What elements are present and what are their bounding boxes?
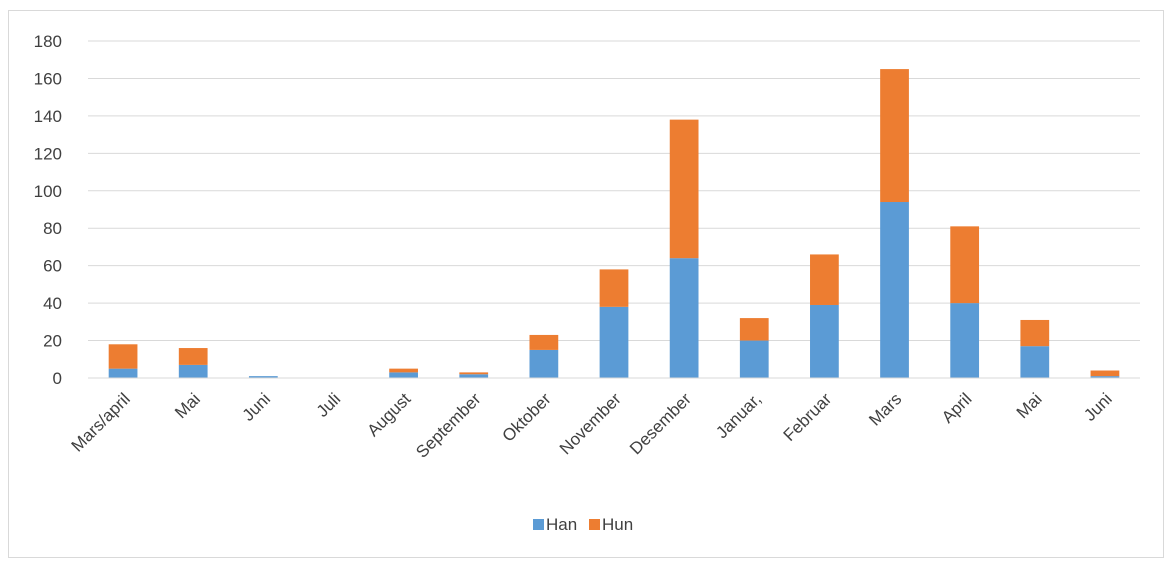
bar-han-9 <box>740 341 769 378</box>
bar-han-12 <box>950 303 979 378</box>
bar-hun-8 <box>670 120 699 259</box>
x-tick-label: Juni <box>239 389 274 424</box>
y-tick-label: 100 <box>34 182 62 201</box>
legend-swatch-hun <box>589 519 600 530</box>
y-axis-ticks: 0 20 40 60 80 100 120 140 160 180 <box>34 32 62 388</box>
bar-han-6 <box>529 350 558 378</box>
x-tick-label: August <box>364 389 415 440</box>
bar-han-0 <box>109 369 138 378</box>
y-tick-label: 120 <box>34 144 62 163</box>
x-tick-label: Januar, <box>712 389 765 442</box>
y-tick-label: 140 <box>34 107 62 126</box>
bar-hun-4 <box>389 369 418 373</box>
x-tick-label: Juli <box>313 389 344 420</box>
bar-hun-13 <box>1020 320 1049 346</box>
bar-hun-11 <box>880 69 909 202</box>
y-tick-label: 0 <box>53 369 62 388</box>
bar-hun-10 <box>810 254 839 305</box>
y-tick-label: 80 <box>43 219 62 238</box>
bar-han-11 <box>880 202 909 378</box>
x-tick-label: Mai <box>171 389 204 422</box>
bar-hun-12 <box>950 226 979 303</box>
x-tick-label: November <box>556 389 625 458</box>
y-tick-label: 180 <box>34 32 62 51</box>
legend-label-han: Han <box>546 515 577 534</box>
legend-label-hun: Hun <box>602 515 633 534</box>
y-tick-label: 40 <box>43 294 62 313</box>
bar-han-1 <box>179 365 208 378</box>
bar-hun-7 <box>600 269 629 306</box>
bar-hun-9 <box>740 318 769 340</box>
bar-han-4 <box>389 372 418 378</box>
bar-han-7 <box>600 307 629 378</box>
legend-swatch-han <box>533 519 544 530</box>
bar-hun-5 <box>459 372 488 374</box>
bar-han-5 <box>459 374 488 378</box>
x-tick-label: Oktober <box>498 389 554 445</box>
x-tick-label: September <box>412 389 484 461</box>
x-tick-label: Mars <box>865 389 905 429</box>
bar-hun-6 <box>529 335 558 350</box>
bar-hun-0 <box>109 344 138 368</box>
legend: Han Hun <box>533 515 633 534</box>
y-tick-label: 60 <box>43 257 62 276</box>
bar-han-10 <box>810 305 839 378</box>
x-tick-label: Desember <box>626 389 695 458</box>
x-tick-label: Mars/april <box>68 389 134 455</box>
bar-hun-14 <box>1091 371 1120 377</box>
x-tick-label: Juni <box>1080 389 1115 424</box>
x-tick-label: April <box>938 389 975 426</box>
bar-han-8 <box>670 258 699 378</box>
bar-hun-1 <box>179 348 208 365</box>
x-tick-label: Mai <box>1013 389 1046 422</box>
y-tick-label: 160 <box>34 69 62 88</box>
bar-han-13 <box>1020 346 1049 378</box>
y-tick-label: 20 <box>43 332 62 351</box>
x-tick-label: Februar <box>780 389 836 445</box>
